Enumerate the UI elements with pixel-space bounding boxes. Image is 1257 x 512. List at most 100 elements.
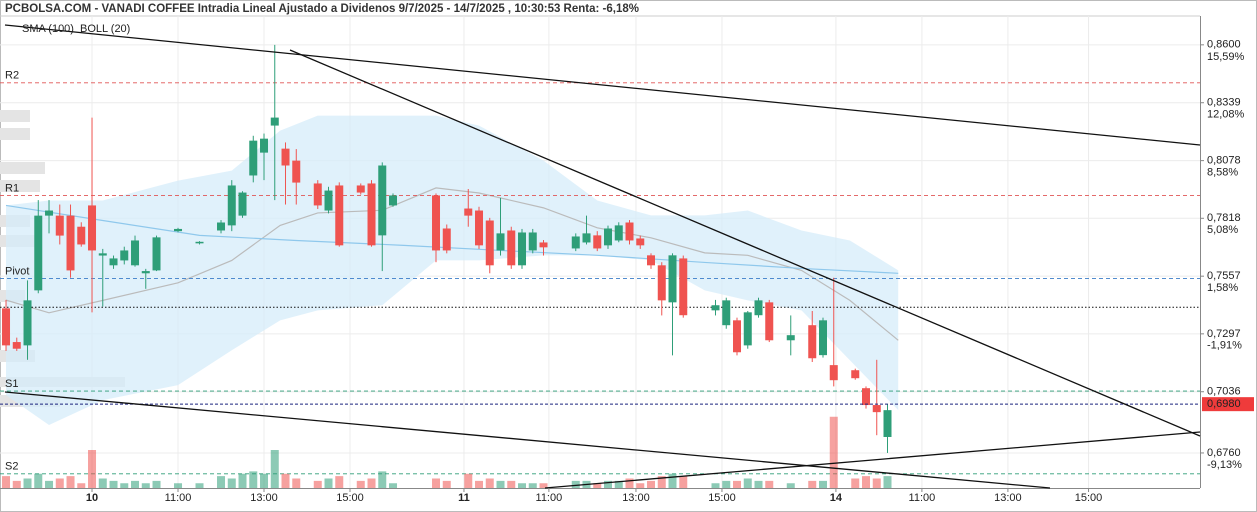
candle-body [485,220,494,266]
candle-body [249,140,258,176]
volume-bar [614,480,623,488]
volume-bar [872,478,881,488]
candle-body [238,192,247,216]
volume-bar [571,480,580,488]
volume-bar [819,480,828,488]
level-label: R1 [5,182,19,194]
volume-bar [711,483,720,488]
chart-title: PCBOLSA.COM - VANADI COFFEE Intradia Lin… [5,3,639,15]
candle-body [786,335,795,341]
y2-tick-label: 15,59% [1207,51,1245,63]
level-label: Pivot [5,265,29,277]
volume-bar [55,478,64,488]
legend-entry: SMA (100) [22,23,74,35]
y-tick-label: 0,7557 [1207,270,1241,282]
volume-bar [109,480,118,488]
candle-body [432,195,441,251]
candle-body [872,405,881,413]
sma-line [5,204,899,274]
x-tick-label: 13:00 [622,492,650,504]
volume-bar [442,480,451,488]
candle-body [131,240,140,266]
candle-body [270,117,279,126]
y2-tick-label: 8,58% [1207,166,1238,178]
candle-body [442,228,451,251]
candle-body [88,205,97,251]
volume-bar [657,476,666,488]
x-tick-label: 11:00 [165,492,192,504]
candle-body [77,226,86,245]
y-tick-label: 0,7036 [1207,386,1241,398]
volume-bar [496,480,505,488]
volume-bar [120,483,129,488]
x-tick-label: 15:00 [336,492,364,504]
volume-bar [249,471,258,488]
candle-body [722,300,731,326]
candle-body [647,255,656,266]
candle-body [356,185,365,193]
volume-bar [98,478,107,488]
candle-body [518,232,527,266]
candle-body [195,241,204,244]
volume-bar [152,480,161,488]
candle-body [819,320,828,356]
volume-bar [743,478,752,488]
volume-bar [765,480,774,488]
volume-bar [432,478,441,488]
volume-bar [195,483,204,488]
candle-body [260,138,269,153]
volume-bar [45,480,54,488]
candle-body [754,300,763,316]
candle-body [862,388,871,406]
candle-body [324,190,333,211]
candle-body [120,250,129,261]
volume-bar [270,450,279,488]
volume-bar [217,476,226,488]
level-label: S2 [5,461,18,473]
x-tick-label: 13:00 [994,492,1022,504]
candle-body [507,230,516,266]
candle-body [378,165,387,236]
candle-body [152,237,161,271]
y-tick-label: 0,7297 [1207,328,1241,340]
volume-bar [829,416,838,488]
candle-body [313,183,322,206]
candle-body [464,208,473,216]
candle-body [217,222,226,231]
volume-bar [12,480,21,488]
candle-body [34,215,43,291]
candle-body [679,258,688,316]
volume-bar [378,471,387,488]
candle-body [367,183,376,246]
volume-bar [141,483,150,488]
last-price-box [1202,397,1254,412]
volume-bar [313,480,322,488]
volume-bar [539,483,548,488]
volume-bar [647,480,656,488]
x-tick-label: 13:00 [250,492,278,504]
volume-bar [88,450,97,488]
volume-bar [324,478,333,488]
candle-body [66,215,75,271]
x-tick-label: 10 [86,492,98,504]
volume-bar [507,480,516,488]
candle-body [657,265,666,301]
y2-tick-label: 12,08% [1207,109,1245,121]
x-tick-label: 15:00 [1075,492,1103,504]
candle-body [12,342,21,349]
volume-bar [260,473,269,488]
candle-body [668,255,677,303]
volume-bar [625,478,634,488]
candle-body [227,185,236,226]
volume-bar [808,480,817,488]
candle-body [335,185,344,246]
candle-body [883,410,892,437]
volume-bar [604,480,613,488]
volume-bar [34,473,43,488]
candle-body [625,222,634,241]
x-tick-label: 11:00 [536,492,563,504]
volume-bar [464,473,473,488]
candle-body [604,228,613,246]
candle-body [614,225,623,241]
